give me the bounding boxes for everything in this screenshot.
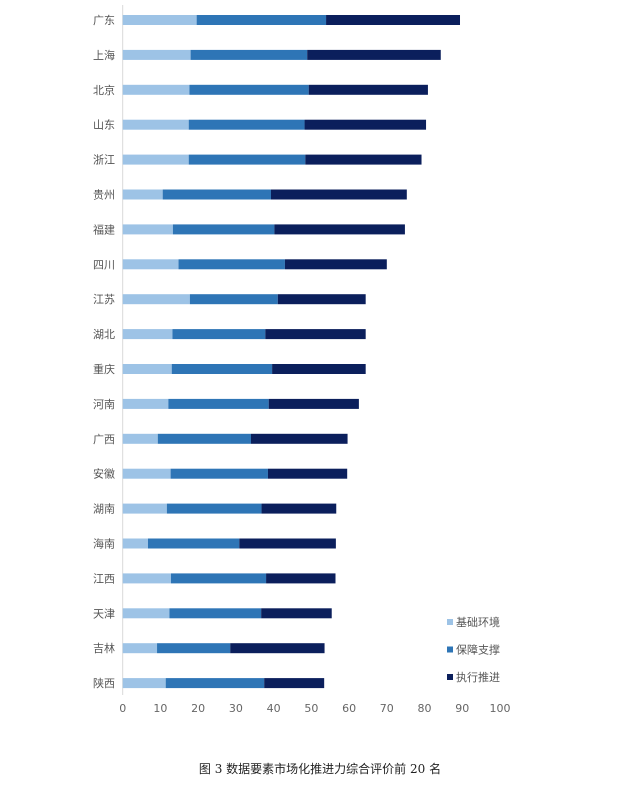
bar-segment-2 (196, 15, 327, 25)
bar-segment-1 (122, 364, 172, 374)
bar-segment-3 (277, 294, 366, 305)
bar-segment-2 (170, 573, 267, 584)
bar-segment-2 (157, 643, 231, 654)
bar-segment-3 (268, 398, 359, 409)
bar-segment-3 (266, 573, 336, 584)
bar-segment-1 (122, 433, 158, 444)
category-label: 海南 (93, 537, 115, 551)
bar-segment-1 (122, 398, 169, 409)
category-label: 河南 (93, 398, 115, 411)
category-label: 吉林 (93, 641, 115, 655)
bar-segment-3 (270, 189, 407, 200)
bar-segment-1 (122, 503, 167, 514)
legend-swatch (447, 646, 453, 653)
bar-segment-3 (250, 433, 348, 444)
bar-segment-1 (122, 678, 166, 689)
category-label: 广西 (93, 433, 115, 446)
category-label: 四川 (93, 258, 115, 271)
x-tick-label: 50 (304, 702, 318, 715)
bar-segment-1 (122, 329, 173, 340)
category-label: 上海 (93, 48, 115, 62)
bar-segment-2 (172, 329, 266, 340)
category-label: 贵州 (93, 189, 115, 202)
bar-segment-2 (188, 119, 305, 130)
bar-segment-2 (168, 398, 269, 409)
bar-segment-3 (239, 538, 336, 549)
category-label: 浙江 (93, 154, 115, 167)
x-tick-label: 60 (342, 702, 356, 715)
bar-segment-2 (189, 294, 278, 305)
bar-segment-1 (122, 538, 148, 549)
x-tick-label: 80 (418, 702, 432, 715)
x-tick-label: 70 (380, 702, 394, 715)
bar-segment-2 (147, 538, 240, 549)
legend-label: 执行推进 (456, 670, 500, 684)
bar-segment-1 (122, 643, 158, 654)
bar-segment-3 (267, 468, 348, 479)
category-label: 江苏 (93, 293, 115, 306)
bar-segment-2 (178, 259, 285, 270)
bar-segment-2 (189, 84, 309, 95)
bar-segment-2 (165, 678, 265, 689)
category-label: 湖北 (93, 328, 115, 341)
bar-segment-1 (122, 259, 179, 270)
x-tick-label: 10 (153, 702, 167, 715)
bar-segment-3 (265, 329, 366, 340)
bar-segment-3 (305, 154, 422, 165)
bar-segment-3 (307, 49, 441, 60)
bar-segment-3 (230, 643, 325, 654)
bar-segment-1 (122, 49, 191, 60)
bar-segment-1 (122, 154, 189, 165)
bar-segment-1 (122, 189, 163, 200)
bar-segment-3 (261, 503, 337, 514)
bar-segment-1 (122, 294, 190, 305)
bar-segment-3 (326, 15, 461, 25)
bar-segment-1 (122, 468, 171, 479)
x-tick-label: 30 (229, 702, 243, 715)
legend-label: 基础环境 (456, 615, 500, 629)
category-label: 江西 (93, 572, 115, 585)
legend-label: 保障支撑 (456, 643, 500, 657)
category-label: 重庆 (93, 362, 115, 376)
bar-segment-3 (308, 84, 428, 95)
bar-segment-2 (157, 433, 251, 444)
bar-segment-2 (169, 608, 262, 619)
category-label: 安徽 (93, 467, 115, 481)
bar-segment-2 (162, 189, 271, 200)
category-label: 广东 (93, 14, 115, 27)
x-tick-label: 0 (119, 702, 126, 715)
bar-segment-1 (122, 608, 170, 619)
bar-segment-1 (122, 15, 197, 25)
legend-swatch (447, 674, 453, 680)
bar-segment-3 (284, 259, 387, 270)
bar-segment-1 (122, 573, 171, 584)
chart-caption: 图 3 数据要素市场化推进力综合评价前 20 名 (198, 762, 442, 776)
bar-segment-2 (166, 503, 262, 514)
bar-segment-2 (190, 49, 308, 60)
bar-segment-2 (170, 468, 268, 479)
legend-swatch (447, 619, 453, 625)
category-label: 山东 (93, 119, 115, 132)
x-tick-label: 40 (267, 702, 281, 715)
bar-segment-3 (274, 224, 405, 235)
bar-segment-3 (304, 119, 427, 130)
x-tick-label: 100 (490, 702, 511, 715)
bar-segment-3 (272, 364, 366, 374)
bar-segment-1 (122, 224, 173, 235)
bar-segment-2 (172, 224, 275, 235)
category-label: 天津 (93, 607, 115, 620)
category-label: 北京 (93, 83, 115, 97)
bar-segment-3 (264, 678, 325, 689)
bar-segment-1 (122, 84, 190, 95)
bar-segment-2 (188, 154, 306, 165)
category-label: 福建 (93, 222, 115, 236)
x-tick-label: 90 (455, 702, 469, 715)
bar-segment-3 (261, 608, 332, 619)
x-tick-label: 20 (191, 702, 205, 715)
category-label: 陕西 (93, 676, 115, 690)
category-label: 湖南 (93, 503, 115, 516)
bar-segment-2 (171, 364, 273, 374)
bar-segment-1 (122, 119, 189, 130)
